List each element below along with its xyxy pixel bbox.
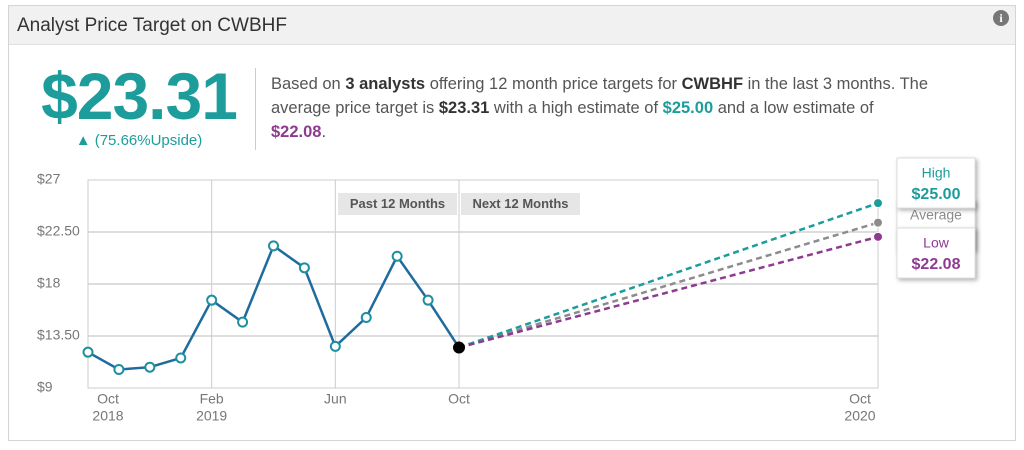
x-tick-label: Oct	[97, 391, 119, 407]
target-point	[873, 217, 883, 228]
callout-name: Low	[923, 235, 950, 251]
x-tick-year: 2019	[196, 408, 227, 424]
price-point	[113, 364, 125, 376]
text: $22.08	[271, 123, 322, 141]
target-callout	[896, 227, 976, 279]
x-tick-label: Oct	[448, 391, 470, 407]
forecast-line	[458, 235, 879, 349]
price-point	[206, 294, 218, 306]
price-point	[144, 361, 156, 373]
price-target: $23.31	[41, 59, 238, 133]
callout-name: Average	[910, 207, 962, 223]
header: Analyst Price Target on CWBHF i	[9, 6, 1015, 45]
price-point	[453, 341, 465, 354]
price-point	[360, 312, 372, 324]
target-callout	[896, 157, 976, 209]
x-tick-label: Feb	[200, 391, 224, 407]
price-point	[298, 262, 310, 274]
plot-frame	[87, 179, 879, 389]
text: with a high estimate of	[489, 99, 663, 117]
callout-name: High	[922, 165, 951, 181]
x-tick-label: Jun	[324, 391, 347, 407]
x-tick-label: Oct	[849, 391, 871, 407]
text: Based on	[271, 75, 346, 93]
forecast-line	[458, 221, 879, 349]
x-tick-year: 2018	[92, 408, 123, 424]
y-tick-label: $22.50	[37, 223, 80, 239]
callout-value: $22.08	[912, 256, 961, 273]
divider	[255, 68, 256, 150]
price-point	[391, 250, 403, 262]
period-tag-bg	[461, 193, 580, 215]
text: $25.00	[662, 99, 714, 117]
target-point	[873, 231, 883, 242]
text: .	[321, 123, 327, 141]
price-point	[175, 352, 187, 364]
widget: Analyst Price Target on CWBHF i $23.31 ▲…	[8, 5, 1016, 441]
y-tick-label: $13.50	[37, 327, 80, 343]
price-point	[329, 340, 341, 352]
y-tick-label: $18	[37, 275, 61, 291]
price-point	[422, 294, 434, 306]
description: Based on 3 analysts offering 12 month pr…	[271, 72, 931, 144]
text: in the last 3 months. The average price …	[271, 75, 928, 117]
y-tick-label: $9	[37, 379, 53, 395]
text: CWBHF	[681, 75, 744, 93]
price-point	[237, 316, 249, 328]
period-tag: Next 12 Months	[472, 196, 568, 211]
callout-box	[896, 157, 976, 209]
forecast-line	[458, 201, 879, 349]
callout-box	[896, 227, 976, 279]
title: Analyst Price Target on CWBHF	[17, 15, 287, 36]
info-icon[interactable]: i	[993, 10, 1009, 26]
text: 3 analysts	[345, 75, 426, 93]
price-point	[82, 346, 94, 358]
target-point	[873, 198, 883, 209]
y-tick-label: $27	[37, 171, 61, 187]
x-tick-year: 2020	[844, 408, 875, 424]
upside: ▲ (75.66%Upside)	[75, 132, 203, 149]
period-tag-bg	[338, 193, 457, 215]
price-point	[268, 240, 279, 252]
text: and a low estimate of	[713, 99, 874, 117]
callout-value: $25.00	[912, 186, 961, 203]
price-line	[87, 243, 461, 371]
text: offering 12 month price targets for	[425, 75, 682, 93]
text: $23.31	[438, 99, 490, 117]
period-tag: Past 12 Months	[350, 196, 445, 211]
